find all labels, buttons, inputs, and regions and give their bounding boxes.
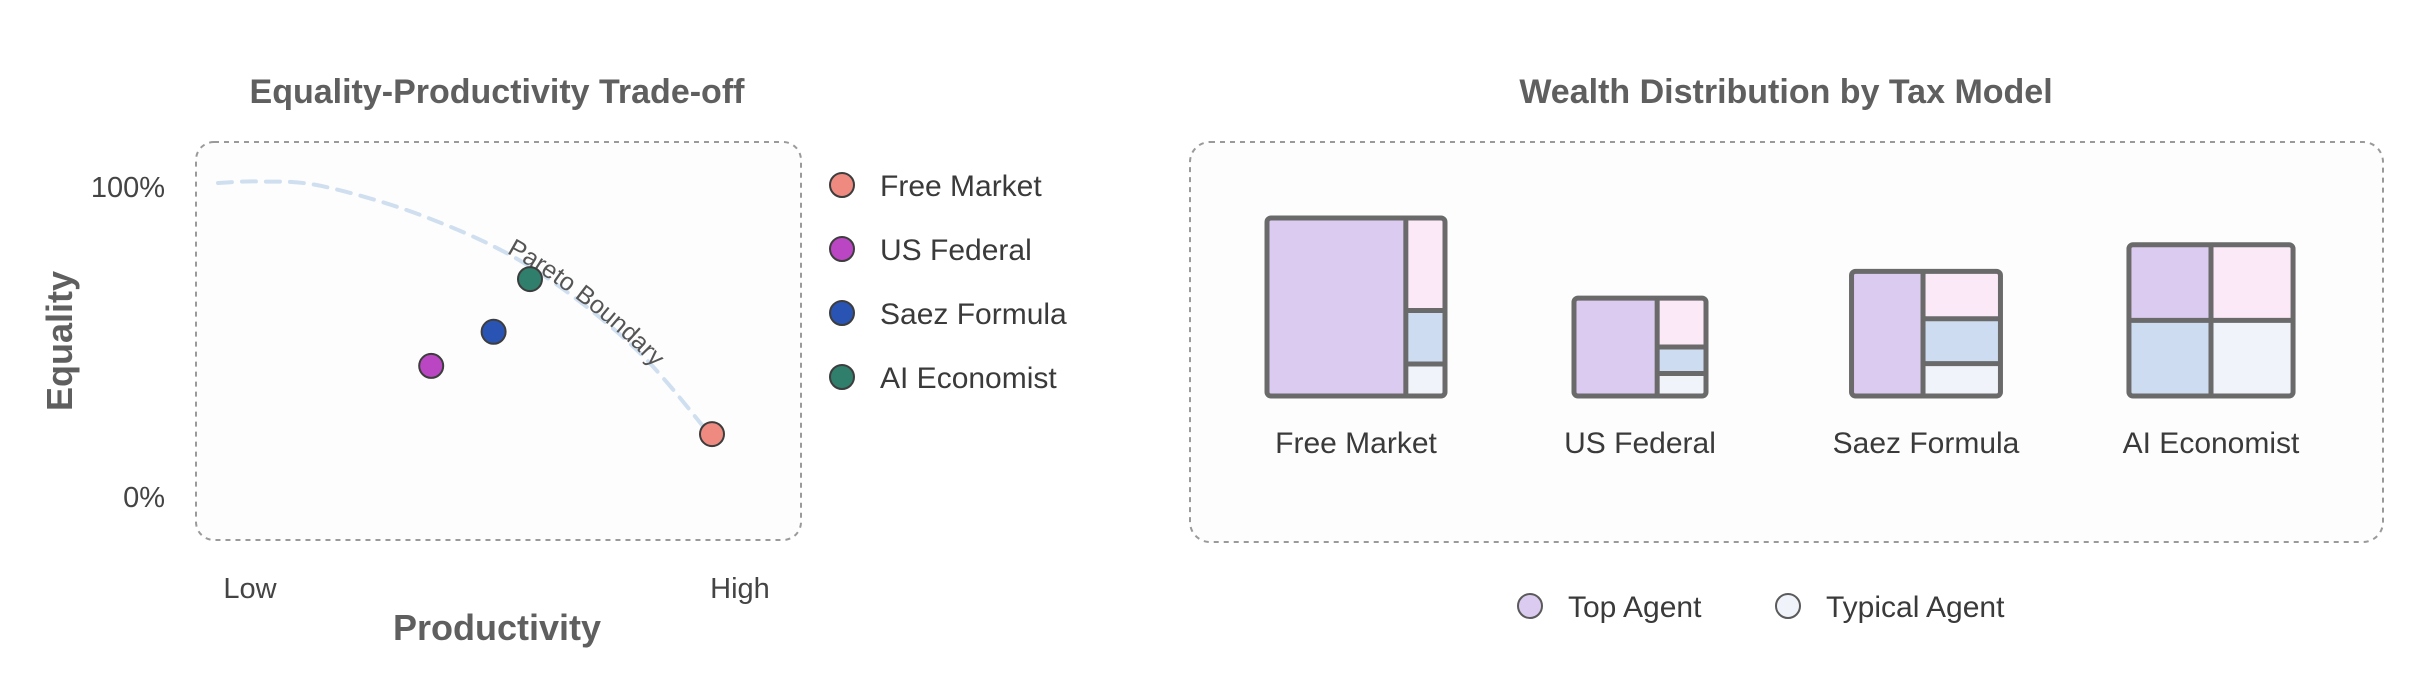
treemap-area [1189,141,2384,543]
treemap-cell-ai-economist-1-0 [2128,320,2211,396]
treemap-cell-ai-economist-1-1 [2211,320,2294,396]
point-us-federal [418,352,445,379]
scatter-title: Equality-Productivity Trade-off [250,73,746,111]
treemap-cell-free-market-1 [1405,310,1445,364]
treemap-border-saez-formula [1849,268,2003,399]
y-tick-bottom: 0% [123,482,165,514]
pareto-boundary-curve [216,179,714,440]
scatter-panel: Equality-Productivity Trade-off Pareto B… [39,73,1067,648]
legend-label-saez-formula: Saez Formula [880,298,1067,331]
treemap-title: Wealth Distribution by Tax Model [1519,73,2052,111]
treemap-cell-free-market-0 [1405,218,1445,311]
treemap-cell-ai-economist-0-1 [2211,244,2294,321]
point-saez-formula [480,318,507,345]
treemap-cell-us-federal-0 [1657,298,1707,348]
legend-marker-saez-formula [829,300,855,326]
treemap-cell-top-agent-us-federal [1573,298,1658,396]
legend-marker-top-agent [1517,593,1543,619]
treemap-label-free-market: Free Market [1275,427,1437,460]
treemap-cell-saez-formula-1 [1923,318,2001,364]
treemap-us-federal: US Federal [1564,295,1716,460]
legend-label-top-agent: Top Agent [1568,591,1702,624]
treemap-border-ai-economist [2126,242,2296,399]
treemap-cell-top-agent-free-market [1267,218,1406,396]
scatter-points [418,266,725,448]
treemap-cell-ai-economist-0-0 [2128,244,2211,321]
legend-label-us-federal: US Federal [880,234,1032,267]
x-axis-label: Productivity [393,607,601,648]
x-tick-low: Low [223,573,277,605]
treemap-cell-us-federal-1 [1657,347,1707,374]
treemaps: Free Market US Federal Saez Formula AI Econ… [1264,215,2300,460]
treemap-ai-economist: AI Economist [2123,242,2300,460]
treemap-border-free-market [1264,215,1448,399]
treemap-border-us-federal [1571,295,1709,399]
treemap-legend: Top Agent Typical Agent [1517,591,2005,624]
treemap-cell-saez-formula-0 [1923,271,2001,319]
legend-marker-typical-agent [1775,593,1801,619]
treemap-label-saez-formula: Saez Formula [1833,427,2020,460]
treemap-label-ai-economist: AI Economist [2123,427,2300,460]
legend-label-ai-economist: AI Economist [880,362,1057,395]
legend-label-typical-agent: Typical Agent [1826,591,2005,624]
legend-marker-us-federal [829,236,855,262]
treemap-cell-saez-formula-2 [1923,363,2001,396]
treemap-free-market: Free Market [1264,215,1448,460]
scatter-legend: Free Market US Federal Saez Formula AI Econ… [829,170,1067,395]
treemap-panel: Wealth Distribution by Tax Model Free Ma… [1189,73,2384,624]
point-free-market [699,421,725,448]
legend-label-free-market: Free Market [880,170,1042,203]
legend-marker-free-market [829,172,855,198]
treemap-cell-us-federal-2 [1657,373,1707,396]
treemap-saez-formula: Saez Formula [1833,268,2020,460]
x-tick-high: High [710,573,770,605]
y-axis-label: Equality [39,271,80,411]
treemap-cell-top-agent-saez-formula [1851,271,1924,396]
legend-marker-ai-economist [829,364,855,390]
point-ai-economist [517,266,543,293]
y-tick-top: 100% [91,172,165,204]
treemap-cell-free-market-2 [1405,363,1445,396]
treemap-label-us-federal: US Federal [1564,427,1716,460]
